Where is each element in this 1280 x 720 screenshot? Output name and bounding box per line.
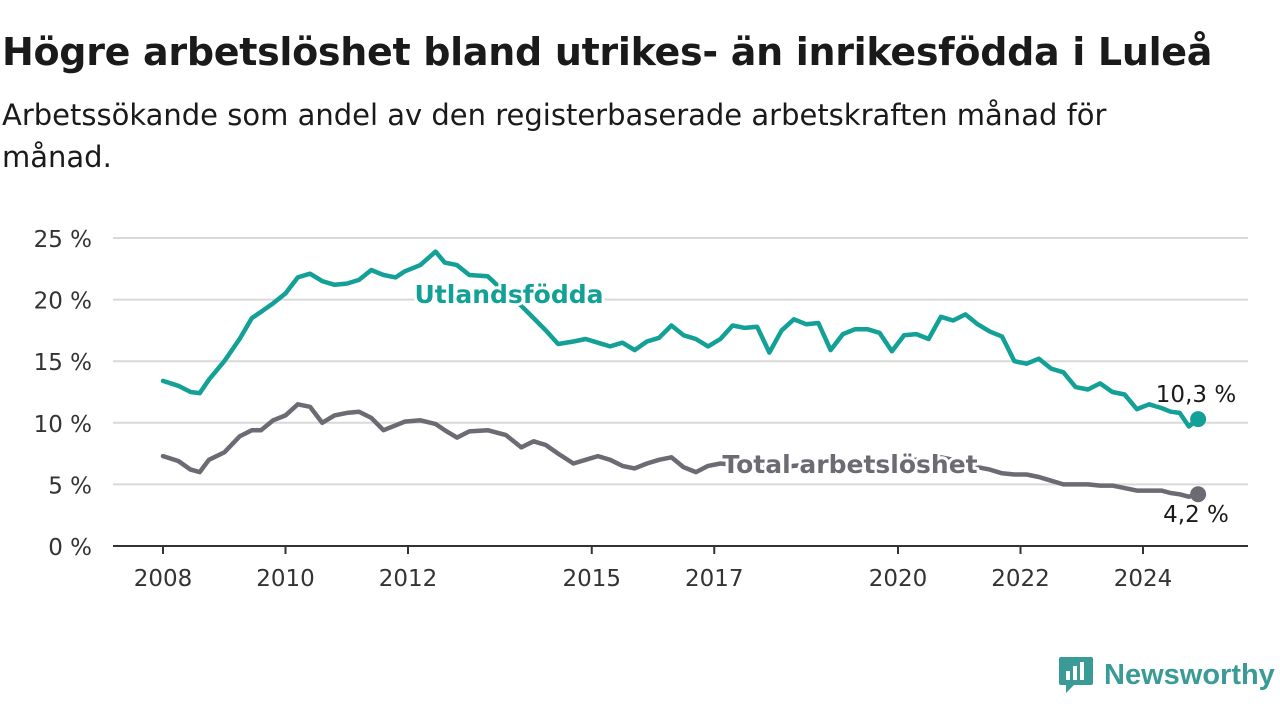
y-tick-label: 20 %	[34, 289, 92, 315]
x-tick-label: 2015	[562, 566, 621, 592]
chart-title: Högre arbetslöshet bland utrikes- än inr…	[2, 30, 1213, 74]
series-line-utlandsfodda	[160, 249, 1201, 429]
x-axis-ticks: 2008 2010 2012 2015 2017 2020 2022 2024	[134, 546, 1173, 592]
series-labels: Utlandsfödda Total arbetslöshet 10,3 % 4,2 …	[412, 277, 1239, 531]
brand-name: Newsworthy	[1104, 658, 1275, 691]
end-label-total: 4,2 %	[1163, 502, 1229, 528]
series-label-total: Total arbetslöshet	[722, 450, 977, 479]
x-tick-label: 2020	[869, 566, 928, 592]
y-tick-label: 25 %	[34, 227, 92, 253]
y-axis-tick-labels: 0 % 5 % 10 % 15 % 20 % 25 %	[34, 227, 92, 561]
gridlines	[113, 237, 1248, 486]
x-tick-label: 2024	[1114, 566, 1173, 592]
y-tick-label: 0 %	[48, 535, 92, 561]
series-end-point	[1190, 411, 1207, 428]
x-tick-label: 2017	[685, 566, 744, 592]
newsworthy-logo-icon	[1059, 657, 1093, 693]
x-tick-label: 2008	[134, 566, 193, 592]
chart-subtitle: Arbetssökande som andel av den registerb…	[2, 98, 1107, 174]
x-tick-label: 2010	[256, 566, 315, 592]
series-lines	[160, 249, 1207, 503]
end-label-utlandsfodda: 10,3 %	[1156, 382, 1236, 408]
y-tick-label: 5 %	[48, 473, 92, 499]
y-tick-label: 15 %	[34, 350, 92, 376]
series-label-utlandsfodda: Utlandsfödda	[415, 280, 604, 309]
x-tick-label: 2012	[379, 566, 438, 592]
series-end-point	[1190, 486, 1207, 503]
y-tick-label: 10 %	[34, 412, 92, 438]
newsworthy-logo: Newsworthy	[1058, 654, 1275, 696]
series-line-total	[160, 402, 1201, 499]
x-tick-label: 2022	[991, 566, 1050, 592]
